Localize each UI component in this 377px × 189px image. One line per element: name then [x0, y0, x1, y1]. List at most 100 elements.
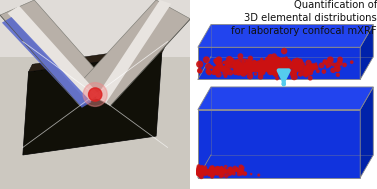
- Circle shape: [268, 67, 273, 72]
- Circle shape: [206, 64, 211, 69]
- Circle shape: [259, 66, 263, 70]
- Circle shape: [216, 167, 218, 168]
- Circle shape: [317, 70, 319, 73]
- Circle shape: [293, 66, 294, 67]
- Circle shape: [254, 65, 257, 68]
- Circle shape: [227, 175, 228, 176]
- Circle shape: [276, 77, 278, 80]
- Circle shape: [276, 59, 280, 63]
- Circle shape: [217, 169, 219, 171]
- Circle shape: [306, 60, 311, 66]
- Circle shape: [262, 66, 267, 71]
- Circle shape: [202, 168, 204, 170]
- Circle shape: [220, 167, 223, 169]
- Circle shape: [247, 62, 252, 68]
- Circle shape: [198, 172, 200, 174]
- Circle shape: [271, 63, 276, 67]
- Circle shape: [219, 170, 222, 173]
- Circle shape: [291, 66, 294, 69]
- Circle shape: [262, 66, 265, 69]
- Circle shape: [197, 172, 200, 175]
- FancyBboxPatch shape: [0, 0, 190, 57]
- Circle shape: [216, 60, 221, 66]
- Circle shape: [248, 56, 252, 60]
- Circle shape: [214, 59, 218, 63]
- Circle shape: [351, 61, 353, 63]
- Circle shape: [262, 61, 268, 67]
- Circle shape: [204, 174, 206, 176]
- Circle shape: [308, 76, 312, 80]
- Circle shape: [263, 65, 268, 71]
- Circle shape: [197, 169, 201, 173]
- Circle shape: [198, 169, 199, 171]
- Circle shape: [293, 59, 297, 64]
- Circle shape: [268, 69, 273, 75]
- Circle shape: [313, 65, 314, 67]
- Circle shape: [228, 58, 233, 62]
- Circle shape: [276, 65, 281, 70]
- Circle shape: [263, 61, 268, 65]
- Circle shape: [198, 168, 200, 171]
- Circle shape: [249, 71, 252, 74]
- Circle shape: [207, 170, 210, 174]
- Circle shape: [240, 172, 243, 175]
- Circle shape: [332, 63, 334, 66]
- Circle shape: [221, 170, 224, 173]
- Circle shape: [254, 68, 256, 70]
- Circle shape: [199, 172, 201, 174]
- Circle shape: [285, 57, 287, 59]
- Circle shape: [225, 175, 228, 177]
- Circle shape: [225, 166, 227, 168]
- Circle shape: [224, 66, 227, 70]
- Circle shape: [277, 68, 280, 72]
- Circle shape: [328, 57, 333, 63]
- Circle shape: [292, 71, 295, 74]
- Circle shape: [210, 175, 212, 177]
- Circle shape: [282, 65, 285, 68]
- Circle shape: [207, 169, 210, 172]
- Circle shape: [307, 69, 310, 72]
- Circle shape: [264, 65, 267, 68]
- Circle shape: [273, 70, 276, 73]
- Circle shape: [199, 168, 202, 171]
- Circle shape: [241, 170, 244, 172]
- Circle shape: [216, 167, 219, 171]
- Circle shape: [264, 66, 269, 71]
- Circle shape: [267, 64, 270, 67]
- Circle shape: [250, 63, 252, 65]
- Circle shape: [284, 64, 288, 68]
- Circle shape: [202, 174, 204, 176]
- Polygon shape: [23, 53, 162, 155]
- Circle shape: [197, 170, 201, 174]
- Circle shape: [221, 167, 222, 168]
- Circle shape: [265, 61, 269, 65]
- Circle shape: [198, 170, 200, 172]
- Circle shape: [267, 59, 271, 63]
- Circle shape: [226, 64, 228, 66]
- Circle shape: [225, 170, 228, 173]
- Circle shape: [224, 61, 226, 64]
- Circle shape: [278, 61, 284, 67]
- Circle shape: [274, 67, 278, 72]
- Circle shape: [262, 69, 265, 72]
- Circle shape: [221, 173, 224, 177]
- Circle shape: [198, 173, 199, 174]
- Circle shape: [201, 167, 204, 170]
- Polygon shape: [360, 25, 373, 79]
- Circle shape: [248, 70, 250, 73]
- Circle shape: [219, 170, 221, 172]
- Circle shape: [267, 64, 271, 69]
- Circle shape: [299, 74, 300, 76]
- Circle shape: [230, 170, 234, 174]
- Circle shape: [213, 67, 219, 72]
- Circle shape: [223, 62, 225, 64]
- Circle shape: [213, 170, 215, 173]
- Circle shape: [248, 63, 250, 66]
- Circle shape: [218, 173, 220, 174]
- Circle shape: [326, 66, 328, 68]
- Circle shape: [202, 170, 204, 172]
- Circle shape: [198, 170, 200, 173]
- Circle shape: [234, 61, 240, 67]
- Circle shape: [281, 58, 286, 63]
- Circle shape: [223, 168, 225, 171]
